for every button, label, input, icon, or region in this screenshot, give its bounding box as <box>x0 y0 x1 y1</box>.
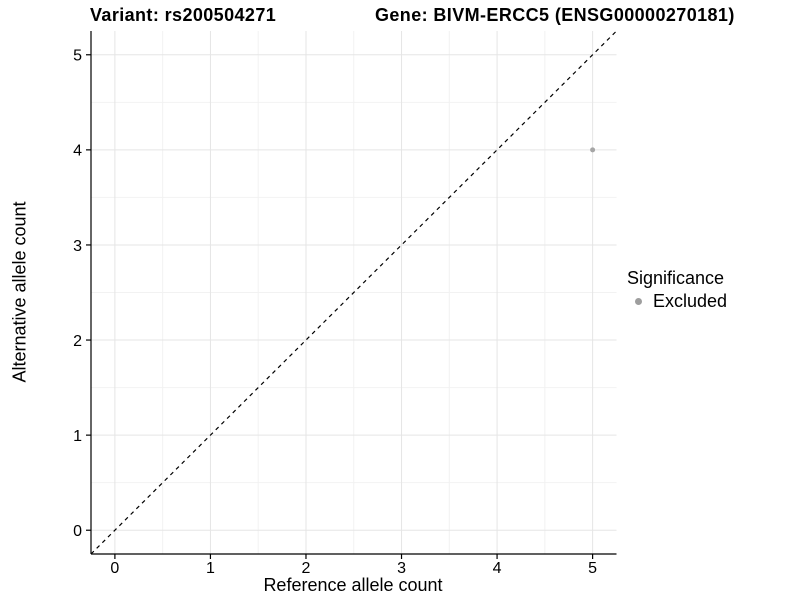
y-tick-label: 2 <box>73 333 82 350</box>
x-tick-label: 5 <box>588 560 597 577</box>
data-point <box>590 147 596 153</box>
legend: Significance Excluded <box>627 268 727 312</box>
legend-item-label: Excluded <box>653 291 728 311</box>
variant-title: Variant: rs200504271 <box>90 5 277 25</box>
legend-title: Significance <box>627 268 725 288</box>
x-tick-label: 4 <box>493 560 502 577</box>
identity-dashed-line <box>90 30 617 555</box>
y-tick-label: 3 <box>73 238 82 255</box>
x-axis-title: Reference allele count <box>263 575 443 595</box>
y-tick-label: 1 <box>73 428 82 445</box>
x-tick-label: 2 <box>302 560 311 577</box>
y-tick-label: 5 <box>73 48 82 65</box>
x-tick-label: 3 <box>397 560 406 577</box>
excluded-point-icon <box>635 298 642 305</box>
y-tick-label: 4 <box>73 143 82 160</box>
legend-item-excluded: Excluded <box>627 291 727 312</box>
y-axis-title: Alternative allele count <box>9 201 30 383</box>
gene-title: Gene: BIVM-ERCC5 (ENSG00000270181) <box>375 5 735 25</box>
x-tick-label: 0 <box>110 560 119 577</box>
y-tick-label: 0 <box>73 523 82 540</box>
x-tick-label: 1 <box>206 560 215 577</box>
